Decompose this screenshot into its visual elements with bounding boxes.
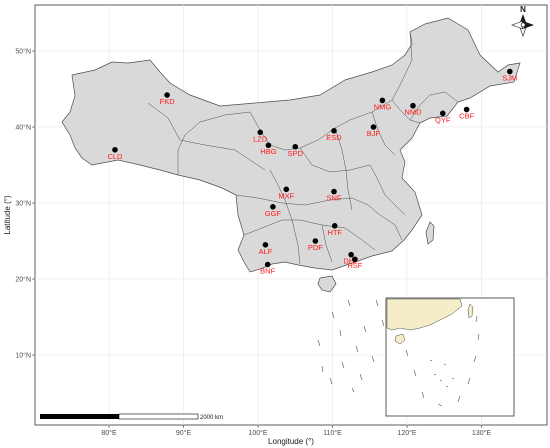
site-point bbox=[164, 92, 170, 98]
site-point bbox=[270, 204, 276, 210]
y-tick-label: 50°N bbox=[15, 48, 31, 56]
site-label: CLD bbox=[107, 152, 123, 161]
site-point bbox=[410, 102, 416, 109]
site-label: DHF bbox=[343, 257, 359, 266]
x-tick-label: 110°E bbox=[323, 429, 342, 437]
site-label: ALF bbox=[259, 247, 273, 256]
site-label: NMG bbox=[374, 102, 392, 111]
site-label: NMD bbox=[404, 108, 422, 117]
north-arrow: N bbox=[511, 5, 534, 37]
site-label: ESD bbox=[326, 133, 342, 142]
site-label: MXF bbox=[278, 191, 294, 200]
china-outline bbox=[61, 17, 521, 273]
site-point bbox=[331, 188, 337, 195]
site-point bbox=[283, 186, 290, 193]
site-label: BNF bbox=[260, 267, 275, 276]
hainan-island bbox=[317, 275, 337, 293]
site-point bbox=[379, 97, 386, 104]
inset-taiwan bbox=[467, 303, 474, 319]
site-point bbox=[348, 251, 354, 258]
north-arrow-icon bbox=[511, 20, 524, 30]
y-tick-label: 30°N bbox=[15, 200, 31, 208]
site-label: SNF bbox=[326, 194, 341, 203]
x-tick-label: 120°E bbox=[397, 429, 416, 437]
site-label: PDF bbox=[308, 243, 323, 252]
site-point bbox=[262, 242, 269, 248]
taiwan-island bbox=[425, 221, 435, 245]
inset-hainan bbox=[394, 333, 406, 345]
site-label: SJM bbox=[502, 74, 517, 83]
site-label: BJF bbox=[367, 129, 381, 138]
scale-bar-label: 2000 km bbox=[200, 415, 223, 421]
inset-mainland bbox=[386, 298, 463, 331]
site-point bbox=[507, 68, 513, 75]
south-sea-islands bbox=[317, 299, 385, 393]
site-label: HSF bbox=[347, 261, 362, 270]
y-axis-title: Latitude (°) bbox=[3, 195, 12, 235]
y-tick-label: 10°N bbox=[15, 352, 31, 360]
site-point bbox=[264, 261, 271, 268]
site-point bbox=[112, 147, 118, 153]
site-point bbox=[265, 142, 272, 149]
y-tick-label: 20°N bbox=[15, 276, 31, 284]
x-axis: 80°E 90°E 100°E 110°E 120°E 130°E bbox=[101, 425, 491, 437]
site-label: LZD bbox=[253, 134, 268, 143]
site-label: HTF bbox=[327, 228, 342, 237]
north-label: N bbox=[520, 5, 526, 14]
x-tick-label: 90°E bbox=[176, 429, 192, 437]
site-label: GGF bbox=[265, 209, 282, 218]
scale-bar-white bbox=[118, 413, 199, 420]
site-label: QYF bbox=[435, 115, 451, 124]
site-point bbox=[463, 106, 470, 113]
site-point bbox=[370, 124, 377, 130]
site-label: SPD bbox=[288, 149, 304, 158]
north-arrow-icon bbox=[523, 21, 534, 29]
site-point bbox=[352, 256, 358, 263]
site-point bbox=[312, 238, 319, 244]
inset-map bbox=[385, 297, 515, 417]
x-axis-title: Longitude (°) bbox=[268, 437, 314, 446]
y-axis: 10°N 20°N 30°N 40°N 50°N bbox=[15, 48, 35, 360]
site-label: FKD bbox=[160, 97, 176, 106]
site-markers: FKD CLD LZD HBG SPD ESD BJF NMG NMD QYF CBF SJM MXF S… bbox=[107, 68, 517, 276]
inset-dashes bbox=[405, 315, 480, 407]
x-tick-label: 80°E bbox=[101, 429, 117, 437]
site-label: HBG bbox=[260, 147, 276, 156]
china-landmass bbox=[61, 17, 521, 393]
site-point bbox=[331, 128, 337, 134]
site-label: CBF bbox=[459, 112, 474, 121]
province-borders bbox=[147, 31, 459, 265]
y-tick-label: 40°N bbox=[15, 124, 31, 132]
site-point bbox=[331, 223, 338, 229]
scale-bar: 2000 km bbox=[40, 413, 223, 421]
site-point bbox=[292, 143, 299, 150]
x-tick-label: 130°E bbox=[472, 429, 491, 437]
site-point bbox=[257, 129, 264, 136]
x-tick-label: 100°E bbox=[248, 429, 267, 437]
site-point bbox=[439, 110, 446, 117]
scale-bar-black bbox=[40, 414, 119, 419]
